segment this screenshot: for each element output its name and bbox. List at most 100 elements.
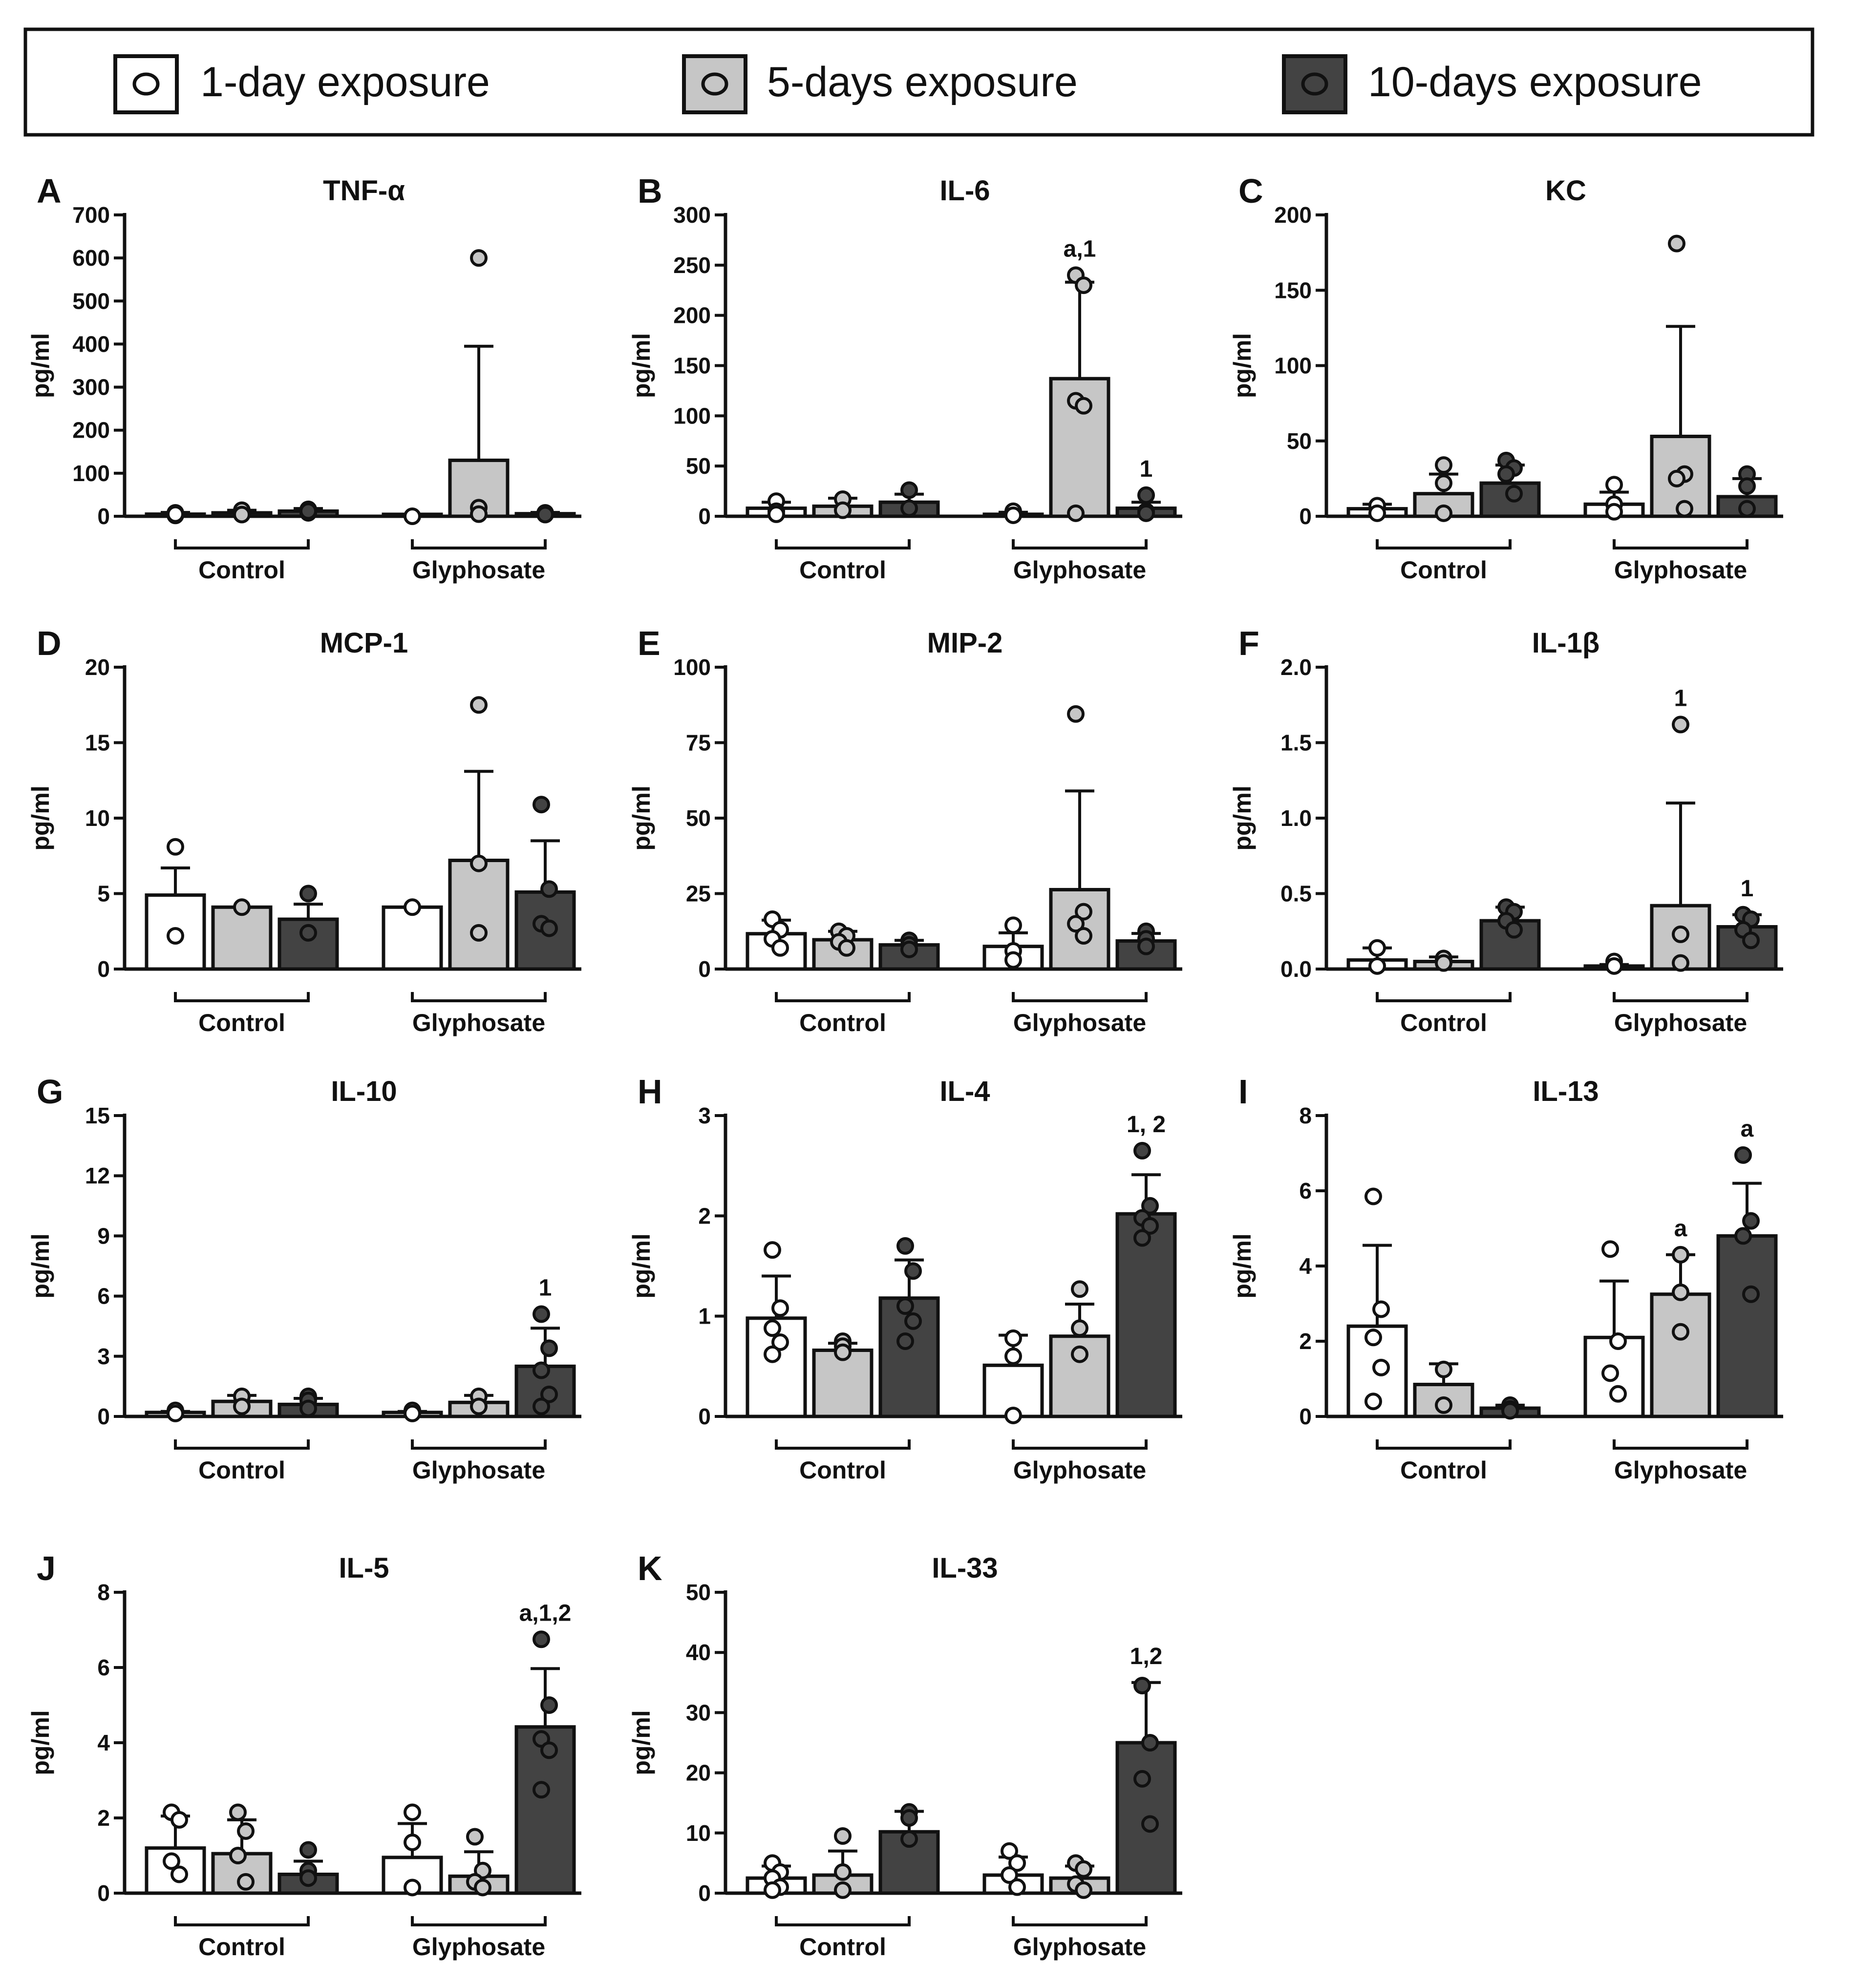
data-point: [1435, 1360, 1452, 1378]
panel-title: IL-1β: [1532, 627, 1600, 659]
group-bracket: [775, 539, 911, 549]
y-tick-label: 200: [1274, 202, 1312, 228]
panel-letter: I: [1238, 1073, 1248, 1111]
group-bracket: [411, 992, 547, 1002]
y-tick-label: 0: [698, 1404, 711, 1429]
panel-c: C KC pg/ml 0 50 100 150 200 Control Glyphosate: [1229, 172, 1783, 584]
data-point: [900, 1830, 918, 1848]
data-point: [470, 249, 488, 267]
panel-letter: A: [37, 172, 62, 210]
group-label: Control: [198, 1009, 285, 1036]
y-tick-label: 0: [698, 956, 711, 982]
legend-swatch-5days-marker: [701, 72, 728, 96]
y-tick-label: 50: [686, 1580, 711, 1605]
y-tick-label: 10: [686, 1820, 711, 1846]
data-point: [540, 880, 558, 898]
data-point: [299, 885, 317, 903]
group-label: Control: [1400, 1009, 1487, 1036]
data-point: [896, 1237, 914, 1255]
data-point: [470, 854, 488, 872]
data-point: [1505, 485, 1523, 503]
bar: [382, 905, 443, 971]
y-tick-label: 2.0: [1280, 654, 1312, 680]
group-bracket: [1012, 539, 1148, 549]
y-tick-label: 0.0: [1280, 956, 1312, 982]
data-point: [470, 924, 488, 942]
data-point: [167, 838, 184, 856]
data-point: [540, 1696, 558, 1714]
y-tick-label: 400: [72, 331, 110, 357]
y-tick-label: 0: [97, 956, 110, 982]
panel-e: E MIP-2 pg/ml 0 25 50 75 100 Control Glyphosate: [628, 624, 1182, 1036]
bar: [448, 859, 510, 971]
panel-letter: E: [638, 624, 661, 662]
data-point: [1742, 931, 1760, 950]
data-point: [470, 696, 488, 714]
data-point: [1609, 1385, 1627, 1403]
bar: [1716, 1234, 1778, 1418]
y-tick-label: 3: [97, 1344, 110, 1369]
group-label: Glyphosate: [1614, 1009, 1747, 1036]
data-point: [404, 1834, 421, 1852]
data-point: [404, 507, 421, 525]
panel-title: IL-4: [939, 1076, 990, 1107]
data-point: [1738, 477, 1756, 495]
legend-item-10days: 10-days exposure: [1282, 54, 1702, 114]
y-tick-label: 30: [686, 1700, 711, 1725]
y-tick-label: 1: [698, 1304, 711, 1329]
data-point: [1137, 937, 1155, 955]
data-point: [900, 499, 918, 517]
y-tick-label: 20: [686, 1760, 711, 1786]
data-point: [771, 1333, 789, 1351]
data-point: [1497, 465, 1515, 483]
data-point: [1609, 1332, 1627, 1350]
bar: [514, 1725, 576, 1895]
panel-f: F IL-1β pg/ml 0.0 0.5 1.0 1.5 2.0 Control 1 1 Glyph…: [1229, 624, 1783, 1036]
data-point: [1075, 927, 1092, 945]
data-point: [237, 1873, 255, 1891]
y-tick-label: 6: [1299, 1178, 1312, 1203]
data-point: [834, 1343, 852, 1361]
data-point: [404, 898, 421, 916]
data-point: [1004, 916, 1022, 934]
data-point: [767, 505, 785, 523]
group-bracket: [1012, 1439, 1148, 1450]
panel-j: J IL-5 pg/ml 0 2 4 6 8 Control a,1,2 Glyphosate: [27, 1549, 581, 1961]
y-tick-label: 100: [673, 654, 711, 680]
data-point: [533, 1781, 550, 1799]
data-point: [1075, 1881, 1092, 1899]
data-point: [1742, 1212, 1760, 1230]
group-label: Glyphosate: [1013, 1456, 1146, 1484]
data-point: [1372, 1300, 1390, 1318]
data-point: [1672, 1283, 1689, 1301]
y-tick-label: 50: [1287, 428, 1312, 454]
group-bracket: [174, 992, 310, 1002]
panel-g: G IL-10 pg/ml 0 3 6 9 12 15 Control 1 Glyphosate: [27, 1073, 581, 1484]
y-tick-label: 75: [686, 730, 711, 756]
data-point: [466, 1828, 484, 1846]
significance-label: a,1,2: [519, 1600, 572, 1626]
data-point: [167, 505, 184, 523]
data-point: [540, 1339, 558, 1357]
data-point: [1601, 1240, 1619, 1258]
y-axis-label: pg/ml: [628, 1710, 655, 1775]
significance-label: a,1: [1064, 236, 1096, 262]
panel-letter: F: [1238, 624, 1259, 662]
data-point: [1501, 1402, 1519, 1420]
data-point: [1605, 476, 1623, 494]
group-label: Control: [799, 556, 886, 584]
data-point: [1067, 504, 1085, 522]
data-point: [1734, 1146, 1752, 1164]
data-point: [1372, 1358, 1390, 1376]
y-axis-label: pg/ml: [27, 333, 54, 398]
data-point: [1605, 503, 1623, 521]
group-bracket: [1012, 992, 1148, 1002]
legend-label-10days: 10-days exposure: [1368, 59, 1702, 106]
y-tick-label: 25: [686, 881, 711, 907]
y-tick-label: 100: [72, 461, 110, 486]
data-point: [1742, 1285, 1760, 1303]
panel-i: I IL-13 pg/ml 0 2 4 6 8 Control a a Glyphosate: [1229, 1073, 1783, 1484]
data-point: [1004, 506, 1022, 524]
data-point: [233, 506, 251, 524]
data-point: [171, 1865, 188, 1883]
